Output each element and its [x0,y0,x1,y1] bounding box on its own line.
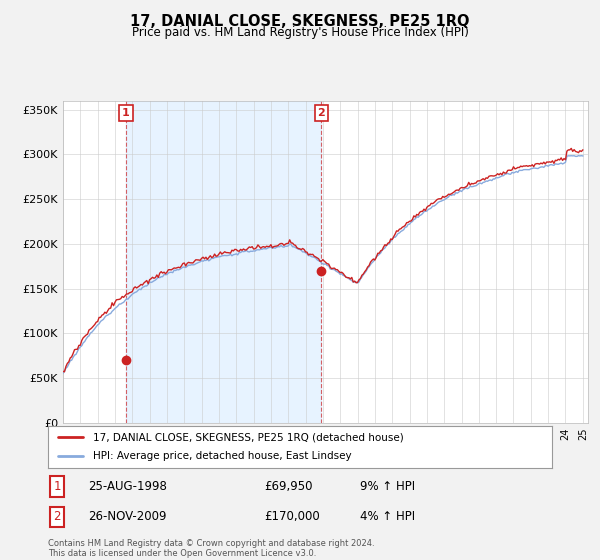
Text: 2: 2 [317,108,325,118]
Text: 25-AUG-1998: 25-AUG-1998 [88,480,167,493]
Text: £170,000: £170,000 [265,510,320,523]
Text: 17, DANIAL CLOSE, SKEGNESS, PE25 1RQ (detached house): 17, DANIAL CLOSE, SKEGNESS, PE25 1RQ (de… [94,432,404,442]
Bar [126,101,321,423]
Text: 9% ↑ HPI: 9% ↑ HPI [361,480,416,493]
Text: 1: 1 [53,480,61,493]
Text: 4% ↑ HPI: 4% ↑ HPI [361,510,416,523]
Text: 26-NOV-2009: 26-NOV-2009 [88,510,167,523]
Text: HPI: Average price, detached house, East Lindsey: HPI: Average price, detached house, East… [94,451,352,461]
Text: 2: 2 [53,510,61,523]
Text: 1: 1 [122,108,130,118]
Text: Price paid vs. HM Land Registry's House Price Index (HPI): Price paid vs. HM Land Registry's House … [131,26,469,39]
Text: Contains HM Land Registry data © Crown copyright and database right 2024.
This d: Contains HM Land Registry data © Crown c… [48,539,374,558]
Text: 17, DANIAL CLOSE, SKEGNESS, PE25 1RQ: 17, DANIAL CLOSE, SKEGNESS, PE25 1RQ [130,14,470,29]
Text: £69,950: £69,950 [265,480,313,493]
